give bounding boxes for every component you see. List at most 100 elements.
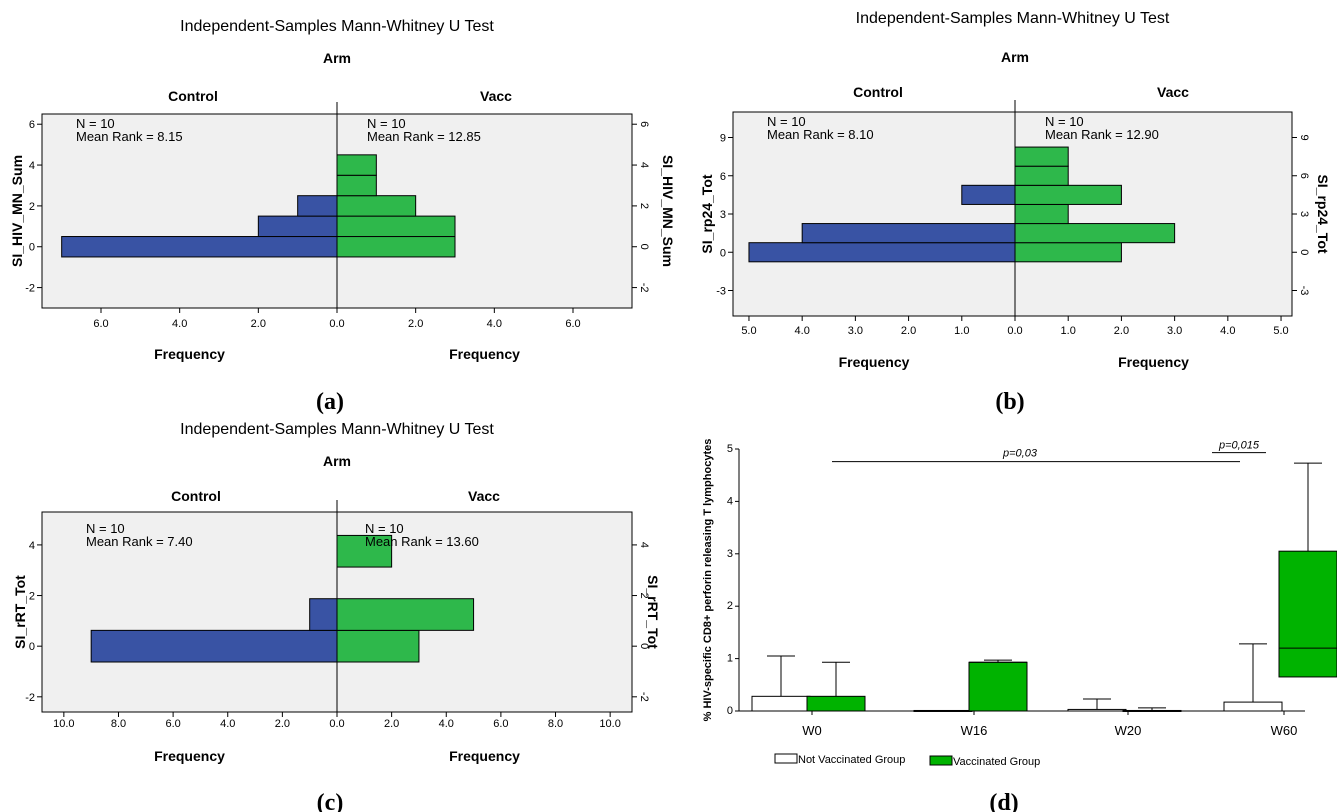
histogram-bar-control-a xyxy=(61,236,338,258)
box-vaccinated-w16 xyxy=(968,661,1028,712)
x-tick-label-c: 8.0 xyxy=(111,718,126,730)
n-text-right-a: N = 10 xyxy=(367,116,406,131)
chart-title-a: Independent-Samples Mann-Whitney U Test xyxy=(180,18,494,35)
y-axis-label-right-c: SI_rRT_Tot xyxy=(645,575,661,649)
histogram-bar-control-c xyxy=(90,629,338,663)
x-tick-label-b: 1.0 xyxy=(1061,325,1076,337)
x-tick-label-b: 0.0 xyxy=(1007,325,1022,337)
histogram-bar-vacc-c xyxy=(336,629,420,663)
x-axis-label-left-a: Frequency xyxy=(154,346,225,362)
histogram-bar-vacc-c xyxy=(336,534,393,568)
y-tick-label-right-b: 9 xyxy=(1298,134,1310,140)
y-tick-label-left-c: 4 xyxy=(29,540,35,552)
x-tick-label-b: 5.0 xyxy=(1273,325,1288,337)
y-tick-label-d: 3 xyxy=(727,548,733,560)
histogram-bar-vacc-b xyxy=(1014,184,1122,205)
y-tick-label-d: 0 xyxy=(727,705,733,717)
y-tick-label-left-c: 0 xyxy=(29,641,35,653)
y-axis-label-d: % HIV-specific CD8+ perforin releasing T… xyxy=(702,439,714,722)
y-axis-label-right-b: SI_rp24_Tot xyxy=(1315,174,1331,253)
x-tick-label-c: 10.0 xyxy=(599,718,620,730)
group-name-left-a: Control xyxy=(168,88,218,104)
mean-rank-right-b: Mean Rank = 12.90 xyxy=(1045,127,1159,142)
histogram-bar-control-c xyxy=(309,598,338,631)
histogram-bar-control-b xyxy=(961,184,1016,205)
significance-text-w60: p=0,015 xyxy=(1218,440,1260,452)
x-axis-label-right-b: Frequency xyxy=(1118,354,1189,370)
histogram-bar-control-b xyxy=(748,242,1016,263)
mean-rank-left-c: Mean Rank = 7.40 xyxy=(86,534,193,549)
y-tick-label-left-a: 6 xyxy=(29,119,35,131)
y-tick-label-left-b: 6 xyxy=(720,171,726,183)
group-name-left-c: Control xyxy=(171,488,221,504)
histogram-bar-vacc-a xyxy=(336,236,456,258)
n-text-left-a: N = 10 xyxy=(76,116,115,131)
y-tick-label-d: 5 xyxy=(727,443,733,455)
y-tick-label-right-a: 4 xyxy=(638,162,650,168)
x-tick-label-c: 8.0 xyxy=(548,718,563,730)
histogram-bar-vacc-a xyxy=(336,195,417,217)
y-axis-label-right-a: SI_HIV_MN_Sum xyxy=(660,155,676,267)
histogram-bar-vacc-b xyxy=(1014,203,1069,225)
x-tick-label-b: 3.0 xyxy=(848,325,863,337)
y-axis-label-left-a: SI_HIV_MN_Sum xyxy=(9,155,25,267)
x-tick-label-a: 4.0 xyxy=(487,318,502,330)
box-not-vaccinated-w20 xyxy=(1067,708,1127,712)
y-tick-label-right-b: 6 xyxy=(1298,173,1310,179)
n-text-right-b: N = 10 xyxy=(1045,114,1084,129)
group-name-right-b: Vacc xyxy=(1157,84,1189,100)
box-vaccinated-w0 xyxy=(806,695,866,712)
x-tick-label-c: 10.0 xyxy=(53,718,74,730)
n-text-right-c: N = 10 xyxy=(365,521,404,536)
histogram-bar-vacc-a xyxy=(336,154,377,176)
legend-swatch-not-vaccinated xyxy=(774,753,798,764)
x-tick-label-a: 2.0 xyxy=(251,318,266,330)
x-tick-label-d: W20 xyxy=(1115,723,1142,738)
group-name-left-b: Control xyxy=(853,84,903,100)
y-tick-label-right-b: 0 xyxy=(1298,249,1310,255)
y-axis-label-left-b: SI_rp24_Tot xyxy=(699,174,715,253)
y-tick-label-right-a: 2 xyxy=(638,203,650,209)
chart-title-b: Independent-Samples Mann-Whitney U Test xyxy=(856,10,1170,27)
y-tick-label-left-b: 9 xyxy=(720,133,726,145)
mean-rank-left-b: Mean Rank = 8.10 xyxy=(767,127,874,142)
x-axis-label-right-a: Frequency xyxy=(449,346,520,362)
y-tick-label-right-a: 0 xyxy=(638,244,650,250)
histogram-bar-vacc-a xyxy=(336,174,377,197)
grouping-label-b: Arm xyxy=(1001,49,1029,65)
y-tick-label-left-c: -2 xyxy=(25,692,35,704)
x-tick-label-c: 2.0 xyxy=(384,718,399,730)
x-tick-label-b: 3.0 xyxy=(1167,325,1182,337)
x-tick-label-b: 5.0 xyxy=(741,325,756,337)
mean-rank-left-a: Mean Rank = 8.15 xyxy=(76,129,183,144)
x-tick-label-c: 0.0 xyxy=(329,718,344,730)
histogram-bar-vacc-b xyxy=(1014,242,1122,263)
y-tick-label-right-b: -3 xyxy=(1298,286,1310,296)
x-tick-label-a: 0.0 xyxy=(329,318,344,330)
x-axis-label-left-c: Frequency xyxy=(154,748,225,764)
x-tick-label-a: 6.0 xyxy=(93,318,108,330)
y-tick-label-left-a: -2 xyxy=(25,283,35,295)
mean-rank-right-c: Mean Rank = 13.60 xyxy=(365,534,479,549)
histogram-bar-vacc-b xyxy=(1014,223,1176,244)
y-tick-label-right-b: 3 xyxy=(1298,211,1310,217)
y-tick-label-left-b: 0 xyxy=(720,247,726,259)
y-tick-label-left-b: -3 xyxy=(716,286,726,298)
y-tick-label-d: 4 xyxy=(727,495,733,507)
histogram-bar-vacc-a xyxy=(336,215,456,238)
x-axis-label-left-b: Frequency xyxy=(839,354,910,370)
y-axis-label-left-c: SI_rRT_Tot xyxy=(12,575,28,649)
x-tick-label-d: W60 xyxy=(1271,723,1298,738)
box-not-vaccinated-w60 xyxy=(1223,701,1283,712)
y-tick-label-right-c: 2 xyxy=(638,592,650,598)
panel-label-d: (d) xyxy=(989,790,1018,812)
panel-label-b: (b) xyxy=(995,389,1024,415)
y-tick-label-left-a: 2 xyxy=(29,201,35,213)
y-tick-label-right-a: 6 xyxy=(638,121,650,127)
panel-label-c: (c) xyxy=(317,790,344,812)
y-tick-label-right-c: -2 xyxy=(638,692,650,702)
histogram-bar-vacc-c xyxy=(336,598,475,631)
y-tick-label-right-c: 0 xyxy=(638,643,650,649)
panel-label-a: (a) xyxy=(316,389,344,415)
